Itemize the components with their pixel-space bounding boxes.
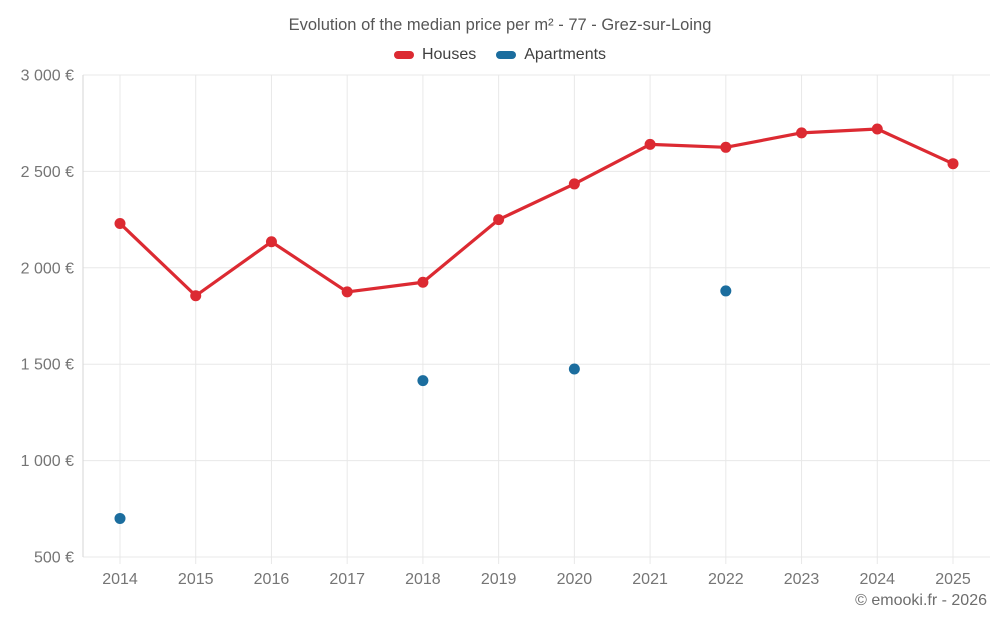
x-axis-tick-label: 2021 (632, 571, 668, 588)
y-axis-tick-label: 500 € (34, 550, 74, 567)
x-axis-tick-label: 2016 (254, 571, 290, 588)
y-axis-tick-label: 3 000 € (21, 68, 74, 85)
chart-legend: Houses Apartments (0, 46, 1000, 64)
y-axis-tick-label: 2 000 € (21, 260, 74, 277)
x-axis-tick-label: 2023 (784, 571, 820, 588)
houses-point-2018[interactable] (417, 276, 429, 288)
x-axis-tick-label: 2022 (708, 571, 744, 588)
legend-item-apartments[interactable]: Apartments (496, 46, 606, 64)
y-axis-tick-label: 2 500 € (21, 164, 74, 181)
houses-point-2022[interactable] (720, 141, 732, 153)
x-axis-tick-label: 2018 (405, 571, 441, 588)
houses-point-2016[interactable] (265, 236, 277, 248)
x-axis-tick-label: 2024 (859, 571, 895, 588)
houses-point-2023[interactable] (796, 127, 808, 139)
chart-title: Evolution of the median price per m² - 7… (288, 16, 712, 34)
x-axis-tick-label: 2020 (557, 571, 593, 588)
x-axis-tick-label: 2017 (329, 571, 365, 588)
apartments-point-2022[interactable] (720, 285, 732, 297)
houses-point-2014[interactable] (114, 217, 126, 229)
y-axis-tick-label: 1 000 € (21, 453, 74, 470)
x-axis-tick-label: 2019 (481, 571, 517, 588)
houses-point-2025[interactable] (947, 158, 959, 170)
x-axis-tick-label: 2025 (935, 571, 971, 588)
apartments-point-2014[interactable] (114, 512, 126, 524)
legend-label-apartments: Apartments (524, 46, 607, 63)
houses-legend-swatch-icon (393, 51, 414, 59)
houses-series-line (118, 127, 955, 298)
houses-point-2020[interactable] (568, 178, 580, 190)
apartments-point-2020[interactable] (568, 363, 580, 375)
houses-point-2015[interactable] (190, 290, 202, 302)
legend-item-houses[interactable]: Houses (393, 46, 477, 64)
apartments-point-2018[interactable] (417, 375, 429, 387)
houses-point-2017[interactable] (341, 286, 353, 298)
houses-point-2024[interactable] (871, 123, 883, 135)
houses-point-2021[interactable] (644, 138, 656, 150)
apartments-legend-swatch-icon (496, 51, 517, 59)
y-axis-tick-label: 1 500 € (21, 357, 74, 374)
copyright-text: © emooki.fr - 2026 (855, 592, 987, 609)
x-axis-tick-label: 2015 (178, 571, 214, 588)
houses-point-2019[interactable] (493, 214, 505, 226)
legend-label-houses: Houses (421, 46, 477, 63)
x-axis-tick-label: 2014 (102, 571, 138, 588)
